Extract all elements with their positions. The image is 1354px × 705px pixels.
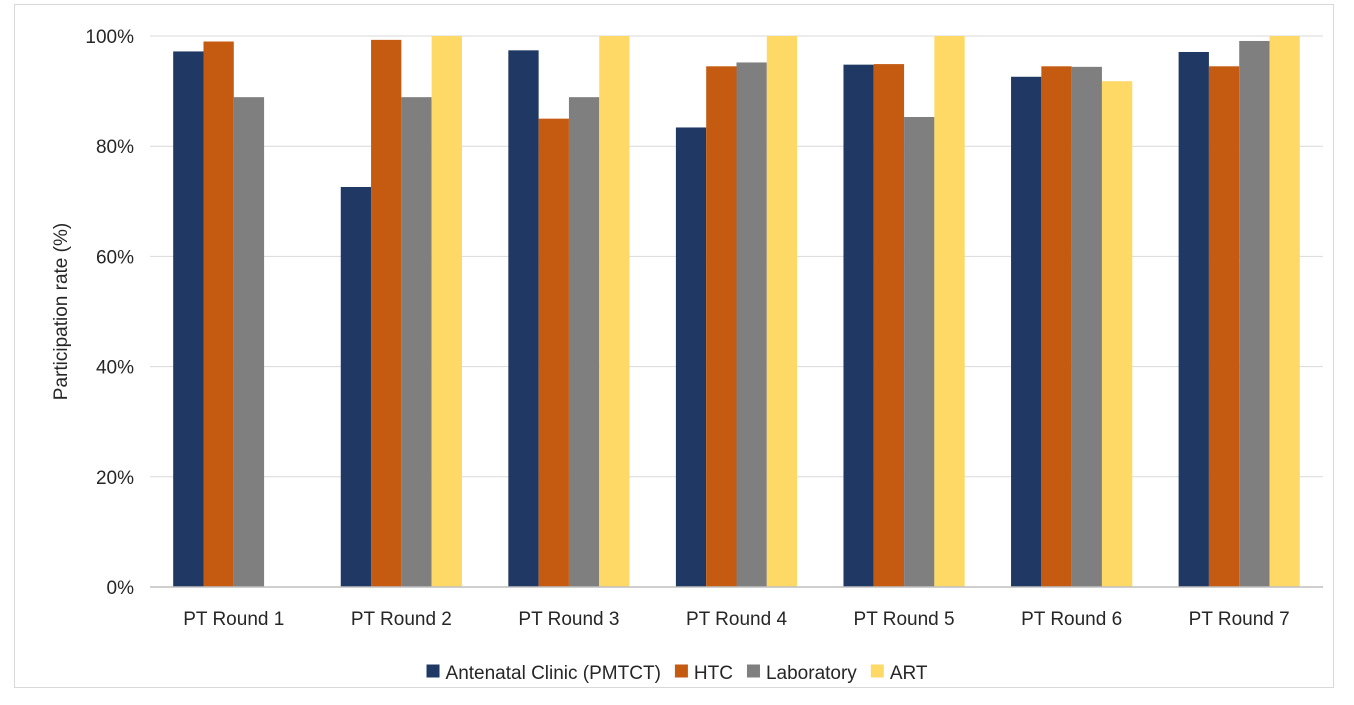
bar-antenatal-clinic-pmtct xyxy=(1178,51,1209,587)
bar-laboratory xyxy=(904,116,935,587)
y-tick-label: 100% xyxy=(85,27,134,48)
x-tick-label: PT Round 6 xyxy=(1021,609,1122,630)
bar-laboratory xyxy=(1071,66,1102,587)
y-tick-label: 20% xyxy=(96,468,134,489)
bar-htc xyxy=(706,66,737,588)
bar-htc xyxy=(1041,66,1072,588)
y-tick-label: 80% xyxy=(96,137,134,158)
bar-antenatal-clinic-pmtct xyxy=(340,186,372,587)
x-tick-label: PT Round 2 xyxy=(351,609,452,630)
bar-antenatal-clinic-pmtct xyxy=(843,64,874,588)
bar-htc xyxy=(203,41,234,587)
y-axis-title: Participation rate (%) xyxy=(51,223,72,400)
bar-antenatal-clinic-pmtct xyxy=(173,51,204,588)
x-tick-label: PT Round 7 xyxy=(1189,609,1290,630)
x-tick-label: PT Round 5 xyxy=(854,609,955,630)
bar-laboratory xyxy=(568,97,600,587)
bar-art xyxy=(1101,81,1133,587)
bar-laboratory xyxy=(233,97,265,587)
x-tick-label: PT Round 4 xyxy=(686,609,787,630)
bar-art xyxy=(599,36,630,587)
legend-swatch-art xyxy=(870,664,884,678)
legend-label: Antenatal Clinic (PMTCT) xyxy=(446,663,661,684)
x-tick-label: PT Round 1 xyxy=(183,609,284,630)
bar-laboratory xyxy=(401,97,432,587)
legend-swatch-htc xyxy=(674,664,688,678)
bar-htc xyxy=(538,118,569,588)
bar-htc xyxy=(1208,66,1240,588)
legend-swatch-laboratory xyxy=(746,664,760,678)
x-tick-label: PT Round 3 xyxy=(518,609,619,630)
y-tick-label: 0% xyxy=(107,578,135,599)
bar-art xyxy=(934,36,965,587)
bar-art xyxy=(766,36,798,587)
legend-swatch-antenatal-clinic-pmtct xyxy=(426,664,440,678)
bar-antenatal-clinic-pmtct xyxy=(675,127,707,587)
legend-label: Laboratory xyxy=(766,663,857,684)
bar-htc xyxy=(873,64,905,587)
legend-label: HTC xyxy=(694,663,733,684)
bar-htc xyxy=(371,39,402,588)
bar-laboratory xyxy=(736,62,767,587)
y-tick-label: 40% xyxy=(96,358,134,379)
bar-art xyxy=(431,36,462,587)
bar-antenatal-clinic-pmtct xyxy=(1011,76,1042,588)
y-tick-label: 60% xyxy=(96,247,134,268)
legend-label: ART xyxy=(890,663,928,684)
bar-antenatal-clinic-pmtct xyxy=(508,50,539,588)
bar-laboratory xyxy=(1239,40,1270,588)
bar-art xyxy=(1269,36,1300,587)
